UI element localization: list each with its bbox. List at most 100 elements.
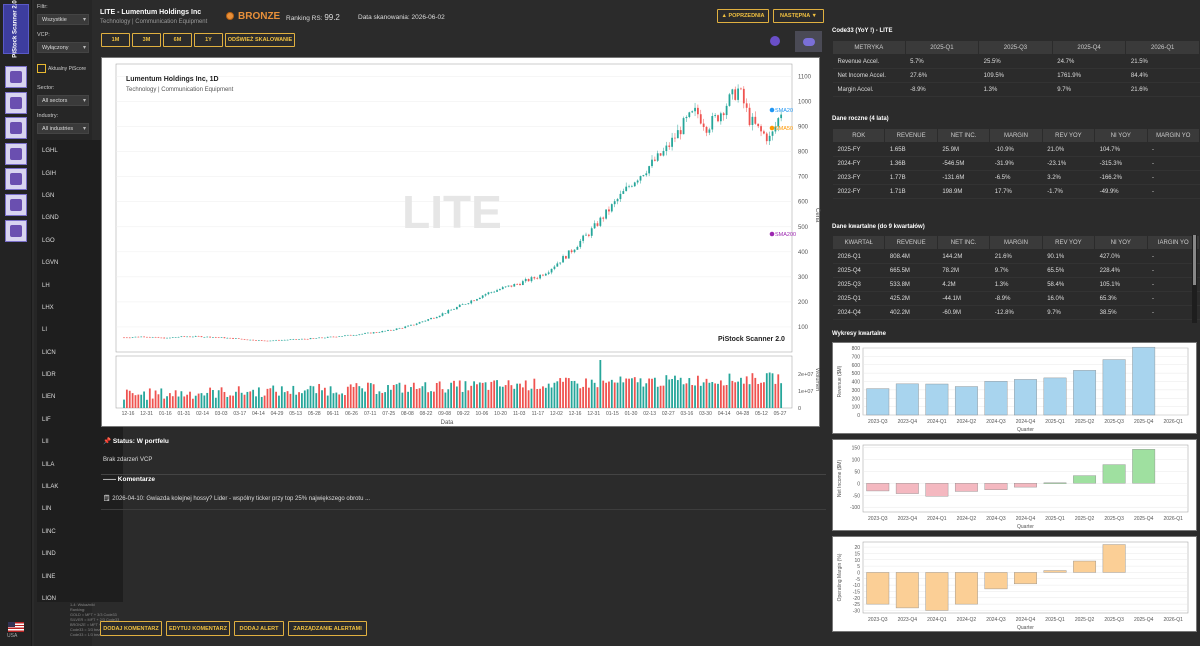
table-row[interactable]: 2025-FY 1.65B 25.9M -10.9% 21.0% 104.7% - [832, 142, 1200, 157]
sector-select[interactable]: All sectors [37, 95, 89, 106]
award-icon[interactable] [5, 194, 27, 216]
table-cell: 25.9M [937, 142, 990, 157]
range-1m-button[interactable]: 1M [101, 33, 130, 47]
link-toggle-icon[interactable] [795, 31, 822, 52]
table-row[interactable]: 2025-Q1 425.2M -44.1M -8.9% 16.0% 65.3% - [832, 291, 1200, 306]
ticker-item[interactable]: LII [42, 439, 49, 446]
ticker-item[interactable]: LGIH [42, 170, 57, 177]
table-header[interactable]: REV YOY [1041, 235, 1096, 250]
table-header[interactable]: 2025-Q1 [904, 40, 980, 55]
comment-item[interactable]: 🗒 2026-04-10: Gwiazda kolejnej hossy? Li… [103, 496, 371, 502]
table-row[interactable]: 2025-Q3 533.8M 4.2M 1.3% 58.4% 105.1% - [832, 277, 1200, 292]
volume-bar [410, 387, 412, 408]
filtr-select[interactable]: Wszystkie [37, 14, 89, 25]
add-comment-button[interactable]: DODAJ KOMENTARZ [100, 621, 162, 636]
screener-icon[interactable] [5, 168, 27, 190]
table-row[interactable]: 2022-FY 1.71B 198.9M 17.7% -1.7% -49.9% - [832, 184, 1200, 199]
table-row[interactable]: 2025-Q4 665.5M 78.2M 9.7% 65.5% 228.4% - [832, 263, 1200, 278]
rescale-button[interactable]: ODŚWIEŻ SKALOWANIE [225, 33, 295, 47]
table-header[interactable]: REVENUE [884, 128, 938, 143]
table-header[interactable]: 2025-Q4 [1051, 40, 1127, 55]
table-header[interactable]: METRYKA [832, 40, 906, 55]
prev-button[interactable]: ▲ POPRZEDNIA [717, 9, 769, 23]
candle-body [389, 330, 392, 331]
table-cell: 78.2M [937, 263, 990, 278]
table-cell: 5.7% [905, 54, 979, 69]
ticker-item[interactable]: LINE [42, 573, 56, 580]
table-header[interactable]: REVENUE [884, 235, 938, 250]
theme-toggle-icon[interactable] [770, 36, 780, 46]
quarterly-scrollbar[interactable] [1192, 235, 1197, 323]
table-row[interactable]: 2024-FY 1.36B -546.5M -31.9% -23.1% -315.3% - [832, 156, 1200, 171]
mini-y-tick: -50 [853, 493, 860, 499]
ticker-item[interactable]: LIF [42, 416, 51, 423]
mini-x-tick: 2025-Q2 [1075, 419, 1095, 425]
table-header[interactable]: MARGIN [989, 128, 1043, 143]
annual-table: ROK REVENUE NET INC. MARGIN REV YOY NI YOY MAR… [831, 128, 1200, 199]
industry-select[interactable]: All industries [37, 123, 89, 134]
ticker-item[interactable]: LHX [42, 304, 54, 311]
ticker-item[interactable]: LI [42, 327, 48, 334]
ticker-item[interactable]: LION [42, 596, 57, 602]
ticker-item[interactable]: LILA [42, 461, 55, 468]
edit-comment-button[interactable]: EDYTUJ KOMENTARZ [166, 621, 230, 636]
table-cell: - [1147, 142, 1200, 157]
table-header[interactable]: 2026-Q1 [1125, 40, 1200, 55]
table-row[interactable]: Margin Accel. -8.9% 1.3% 9.7% 21.6% [832, 82, 1200, 97]
table-cell: 65.5% [1042, 263, 1095, 278]
piscore-checkbox[interactable] [37, 64, 46, 73]
range-3m-button[interactable]: 3M [132, 33, 161, 47]
ticker-item[interactable]: LGHL [42, 148, 58, 155]
ticker-item[interactable]: LH [42, 282, 50, 289]
table-header[interactable]: MARGIN [989, 235, 1043, 250]
ticker-item[interactable]: LGVN [42, 260, 59, 267]
table-header[interactable]: ROK [831, 128, 886, 143]
vcp-select[interactable]: Wyłączony [37, 42, 89, 53]
add-alert-button[interactable]: DODAJ ALERT [234, 621, 284, 636]
table-header[interactable]: 2025-Q3 [978, 40, 1053, 55]
ticker-item[interactable]: LGO [42, 237, 55, 244]
table-header[interactable]: IARGIN YO [1146, 235, 1200, 250]
table-header[interactable]: NI YOY [1094, 128, 1148, 143]
mini-y-tick: 150 [852, 445, 861, 451]
user-search-icon[interactable] [5, 143, 27, 165]
table-header[interactable]: REV YOY [1041, 128, 1096, 143]
table-header[interactable]: NET INC. [936, 235, 991, 250]
ticker-item[interactable]: LIND [42, 551, 56, 558]
table-header[interactable]: KWARTAŁ [831, 235, 886, 250]
candle-body [160, 337, 163, 339]
ticker-item[interactable]: LIDR [42, 372, 56, 379]
ticker-item[interactable]: LGN [42, 192, 55, 199]
ticker-item[interactable]: LICN [42, 349, 56, 356]
table-row[interactable]: Net Income Accel. 27.6% 109.5% 1761.9% 84.4% [832, 68, 1200, 83]
chart-icon[interactable] [5, 117, 27, 139]
ticker-item[interactable]: LIN [42, 506, 52, 513]
table-header[interactable]: NI YOY [1094, 235, 1148, 250]
range-6m-button[interactable]: 6M [163, 33, 192, 47]
ticker-item[interactable]: LINC [42, 528, 56, 535]
range-1y-button[interactable]: 1Y [194, 33, 223, 47]
ticker-item[interactable]: LILAK [42, 484, 59, 491]
analytics-icon[interactable] [5, 92, 27, 114]
us-flag-icon[interactable] [8, 622, 24, 632]
candle-body [237, 338, 240, 339]
candle-body [295, 339, 298, 340]
volume-bar [763, 382, 765, 408]
table-row[interactable]: Revenue Accel. 5.7% 25.5% 24.7% 21.5% [832, 54, 1200, 69]
volume-bar [536, 388, 539, 408]
price-chart[interactable]: 100 200 300 400 500 600 700 800 900 1000 1100 LITE L… [101, 57, 820, 427]
ticker-item[interactable]: LIEN [42, 394, 56, 401]
table-row[interactable]: 2023-FY 1.77B -131.6M -6.5% 3.2% -166.2% - [832, 170, 1200, 185]
table-cell: -31.9% [989, 156, 1043, 171]
manage-alerts-button[interactable]: ZARZĄDZANIE ALERTAMI [288, 621, 367, 636]
eye-chart-icon[interactable] [5, 220, 27, 242]
volume-bar [484, 382, 487, 408]
table-header[interactable]: MARGIN YO [1146, 128, 1200, 143]
volume-bar [745, 376, 748, 408]
dashboard-icon[interactable] [5, 66, 27, 88]
ticker-item[interactable]: LGND [42, 215, 59, 222]
next-button[interactable]: NASTĘPNA ▼ [773, 9, 824, 23]
table-header[interactable]: NET INC. [936, 128, 991, 143]
table-row[interactable]: 2024-Q4 402.2M -60.9M -12.8% 9.7% 38.5% - [832, 305, 1200, 320]
table-row[interactable]: 2026-Q1 808.4M 144.2M 21.6% 90.1% 427.0% - [832, 249, 1200, 264]
